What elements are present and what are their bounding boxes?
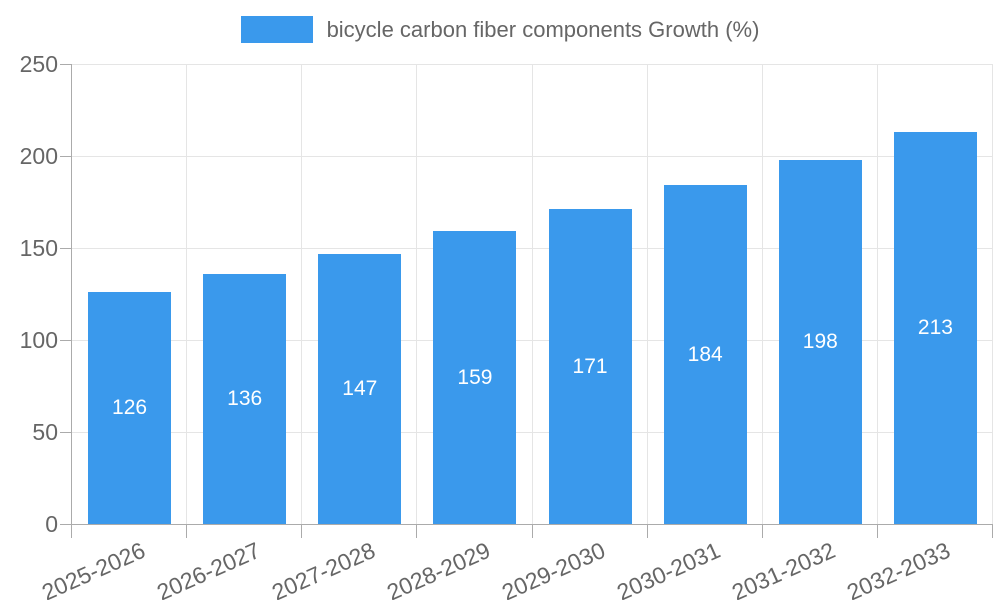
x-tick-mark [532, 524, 533, 538]
y-tick-mark [60, 248, 72, 249]
v-gridline-5 [647, 64, 648, 524]
legend-color-swatch-icon [240, 16, 313, 43]
x-tick-label-2029-2030: 2029-2030 [497, 536, 610, 600]
y-tick-label-250: 250 [19, 51, 58, 77]
x-tick-label-2026-2027: 2026-2027 [152, 536, 264, 600]
bar-2029-2030: 171 [548, 209, 632, 524]
bar-value-label: 126 [112, 396, 148, 420]
bar-value-label: 184 [687, 342, 723, 366]
bar-2028-2029: 159 [433, 231, 517, 524]
bar-2026-2027: 136 [203, 273, 287, 524]
v-gridline-4 [532, 64, 533, 524]
bar-value-label: 136 [227, 386, 263, 410]
bar-value-label: 198 [802, 329, 838, 353]
y-tick-mark [60, 524, 72, 525]
chart-legend: bicycle carbon fiber components Growth (… [0, 16, 1000, 43]
bar-2030-2031: 184 [663, 185, 747, 524]
x-tick-mark [877, 524, 878, 538]
x-tick-mark [301, 524, 302, 538]
x-tick-mark [416, 524, 417, 538]
y-axis-line [71, 64, 72, 524]
bar-2031-2032: 198 [778, 159, 862, 524]
x-tick-label-2025-2026: 2025-2026 [37, 536, 149, 600]
bar-value-label: 171 [572, 354, 608, 378]
x-tick-label-2027-2028: 2027-2028 [267, 536, 379, 600]
y-tick-mark [60, 340, 72, 341]
v-gridline-2 [301, 64, 302, 524]
y-tick-label-200: 200 [19, 143, 58, 169]
y-tick-label-50: 50 [32, 419, 58, 445]
x-tick-label-2030-2031: 2030-2031 [613, 536, 725, 600]
bar-value-label: 159 [457, 365, 493, 389]
y-tick-mark [60, 432, 72, 433]
x-tick-label-2032-2033: 2032-2033 [843, 536, 955, 600]
y-tick-label-0: 0 [45, 511, 58, 537]
v-gridline-8 [992, 64, 993, 524]
x-tick-label-2031-2032: 2031-2032 [728, 536, 840, 600]
legend-series-label: bicycle carbon fiber components Growth (… [326, 17, 760, 42]
x-tick-label-2028-2029: 2028-2029 [382, 536, 494, 600]
v-gridline-6 [762, 64, 763, 524]
y-tick-label-150: 150 [19, 235, 58, 261]
y-tick-label-100: 100 [19, 327, 58, 353]
bar-2032-2033: 213 [893, 132, 977, 524]
y-tick-mark [60, 156, 72, 157]
y-tick-mark [60, 64, 72, 65]
bar-2025-2026: 126 [88, 292, 172, 524]
x-tick-mark [647, 524, 648, 538]
x-tick-mark [992, 524, 993, 538]
plot-area: 126 136 147 159 171 184 198 213 [71, 64, 993, 525]
x-tick-mark [186, 524, 187, 538]
bar-2027-2028: 147 [318, 253, 402, 524]
x-tick-mark [71, 524, 72, 538]
bar-value-label: 147 [342, 376, 378, 400]
v-gridline-3 [416, 64, 417, 524]
legend-item[interactable]: bicycle carbon fiber components Growth (… [240, 16, 760, 43]
v-gridline-7 [877, 64, 878, 524]
v-gridline-1 [186, 64, 187, 524]
bar-value-label: 213 [917, 316, 953, 340]
x-tick-mark [762, 524, 763, 538]
